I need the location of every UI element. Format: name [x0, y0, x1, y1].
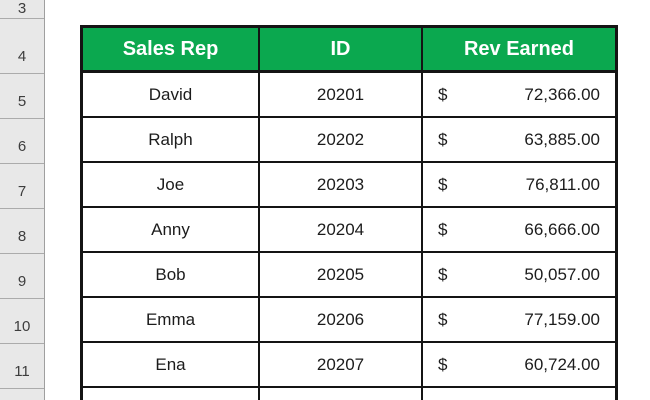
row-header-6[interactable]: 6 [0, 119, 44, 164]
currency-symbol: $ [438, 354, 448, 374]
name-value: Ralph [148, 129, 193, 149]
currency-symbol: $ [438, 264, 448, 284]
table-row: Ena 20207 $ 60,724.00 [83, 343, 615, 388]
row-number-label: 10 [13, 318, 31, 335]
header-label: Sales Rep [122, 37, 219, 60]
cell-id[interactable]: 20203 [260, 163, 423, 208]
cell-id[interactable]: 20201 [260, 73, 423, 118]
table-row-partial [83, 388, 615, 400]
row-number-label: 11 [14, 363, 30, 380]
row-number-label: 6 [17, 138, 27, 155]
table-row: Ralph 20202 $ 63,885.00 [83, 118, 615, 163]
cell-revenue[interactable] [423, 388, 615, 400]
name-value: Emma [145, 309, 196, 329]
cell-name[interactable]: Ena [83, 343, 260, 388]
table-row: Joe 20203 $ 76,811.00 [83, 163, 615, 208]
amount-value: 66,666.00 [524, 219, 600, 239]
cell-id[interactable]: 20204 [260, 208, 423, 253]
table-row: Anny 20204 $ 66,666.00 [83, 208, 615, 253]
amount-value: 60,724.00 [524, 354, 600, 374]
row-header-4[interactable]: 4 [0, 19, 44, 74]
name-value: Anny [151, 219, 190, 239]
amount-value: 72,366.00 [524, 84, 600, 104]
cell-id[interactable] [260, 388, 423, 400]
cell-name[interactable]: Anny [83, 208, 260, 253]
header-cell-id[interactable]: ID [260, 28, 423, 73]
cell-name[interactable]: Ralph [83, 118, 260, 163]
row-header-12[interactable] [0, 389, 44, 400]
currency-symbol: $ [438, 84, 448, 104]
row-number-label: 4 [17, 48, 27, 65]
header-cell-rev-earned[interactable]: Rev Earned [423, 28, 615, 73]
currency-symbol: $ [438, 174, 448, 194]
cell-id[interactable]: 20206 [260, 298, 423, 343]
name-value: Ena [155, 354, 186, 374]
cell-revenue[interactable]: $ 76,811.00 [423, 163, 615, 208]
row-number-label: 9 [17, 273, 27, 290]
id-value: 20204 [316, 219, 365, 239]
header-cell-sales-rep[interactable]: Sales Rep [83, 28, 260, 73]
row-header-3[interactable]: 3 [0, 0, 44, 19]
cell-revenue[interactable]: $ 72,366.00 [423, 73, 615, 118]
table-row: Emma 20206 $ 77,159.00 [83, 298, 615, 343]
cell-name[interactable]: Bob [83, 253, 260, 298]
cell-name[interactable]: David [83, 73, 260, 118]
header-label: Rev Earned [463, 37, 575, 60]
id-value: 20202 [316, 129, 365, 149]
cell-name[interactable]: Emma [83, 298, 260, 343]
table-header-row: Sales Rep ID Rev Earned [83, 28, 615, 73]
currency-symbol: $ [438, 219, 448, 239]
row-number-gutter: 3 4 5 6 7 8 9 10 11 [0, 0, 45, 400]
cell-revenue[interactable]: $ 66,666.00 [423, 208, 615, 253]
row-header-5[interactable]: 5 [0, 74, 44, 119]
amount-value: 50,057.00 [524, 264, 600, 284]
amount-value: 63,885.00 [524, 129, 600, 149]
row-header-11[interactable]: 11 [0, 344, 44, 389]
name-value: Joe [156, 174, 185, 194]
row-number-label: 8 [17, 228, 27, 245]
row-number-label: 3 [17, 0, 27, 17]
name-value: David [148, 84, 193, 104]
id-value: 20207 [316, 354, 365, 374]
cell-id[interactable]: 20202 [260, 118, 423, 163]
cell-revenue[interactable]: $ 50,057.00 [423, 253, 615, 298]
id-value: 20201 [316, 84, 365, 104]
table-row: David 20201 $ 72,366.00 [83, 73, 615, 118]
row-number-label: 5 [17, 93, 27, 110]
sales-table: Sales Rep ID Rev Earned David 20201 $ 72… [80, 25, 618, 400]
id-value: 20203 [316, 174, 365, 194]
currency-symbol: $ [438, 309, 448, 329]
id-value: 20206 [316, 309, 365, 329]
cell-revenue[interactable]: $ 60,724.00 [423, 343, 615, 388]
row-number-label: 7 [17, 183, 27, 200]
amount-value: 76,811.00 [525, 174, 600, 194]
header-label: ID [330, 37, 351, 60]
cell-id[interactable]: 20207 [260, 343, 423, 388]
amount-value: 77,159.00 [524, 309, 600, 329]
cell-id[interactable]: 20205 [260, 253, 423, 298]
row-header-10[interactable]: 10 [0, 299, 44, 344]
cell-name[interactable]: Joe [83, 163, 260, 208]
name-value: Bob [155, 264, 186, 284]
id-value: 20205 [316, 264, 365, 284]
table-row: Bob 20205 $ 50,057.00 [83, 253, 615, 298]
cell-revenue[interactable]: $ 77,159.00 [423, 298, 615, 343]
row-header-9[interactable]: 9 [0, 254, 44, 299]
cell-revenue[interactable]: $ 63,885.00 [423, 118, 615, 163]
currency-symbol: $ [438, 129, 448, 149]
row-header-7[interactable]: 7 [0, 164, 44, 209]
row-header-8[interactable]: 8 [0, 209, 44, 254]
cell-name[interactable] [83, 388, 260, 400]
